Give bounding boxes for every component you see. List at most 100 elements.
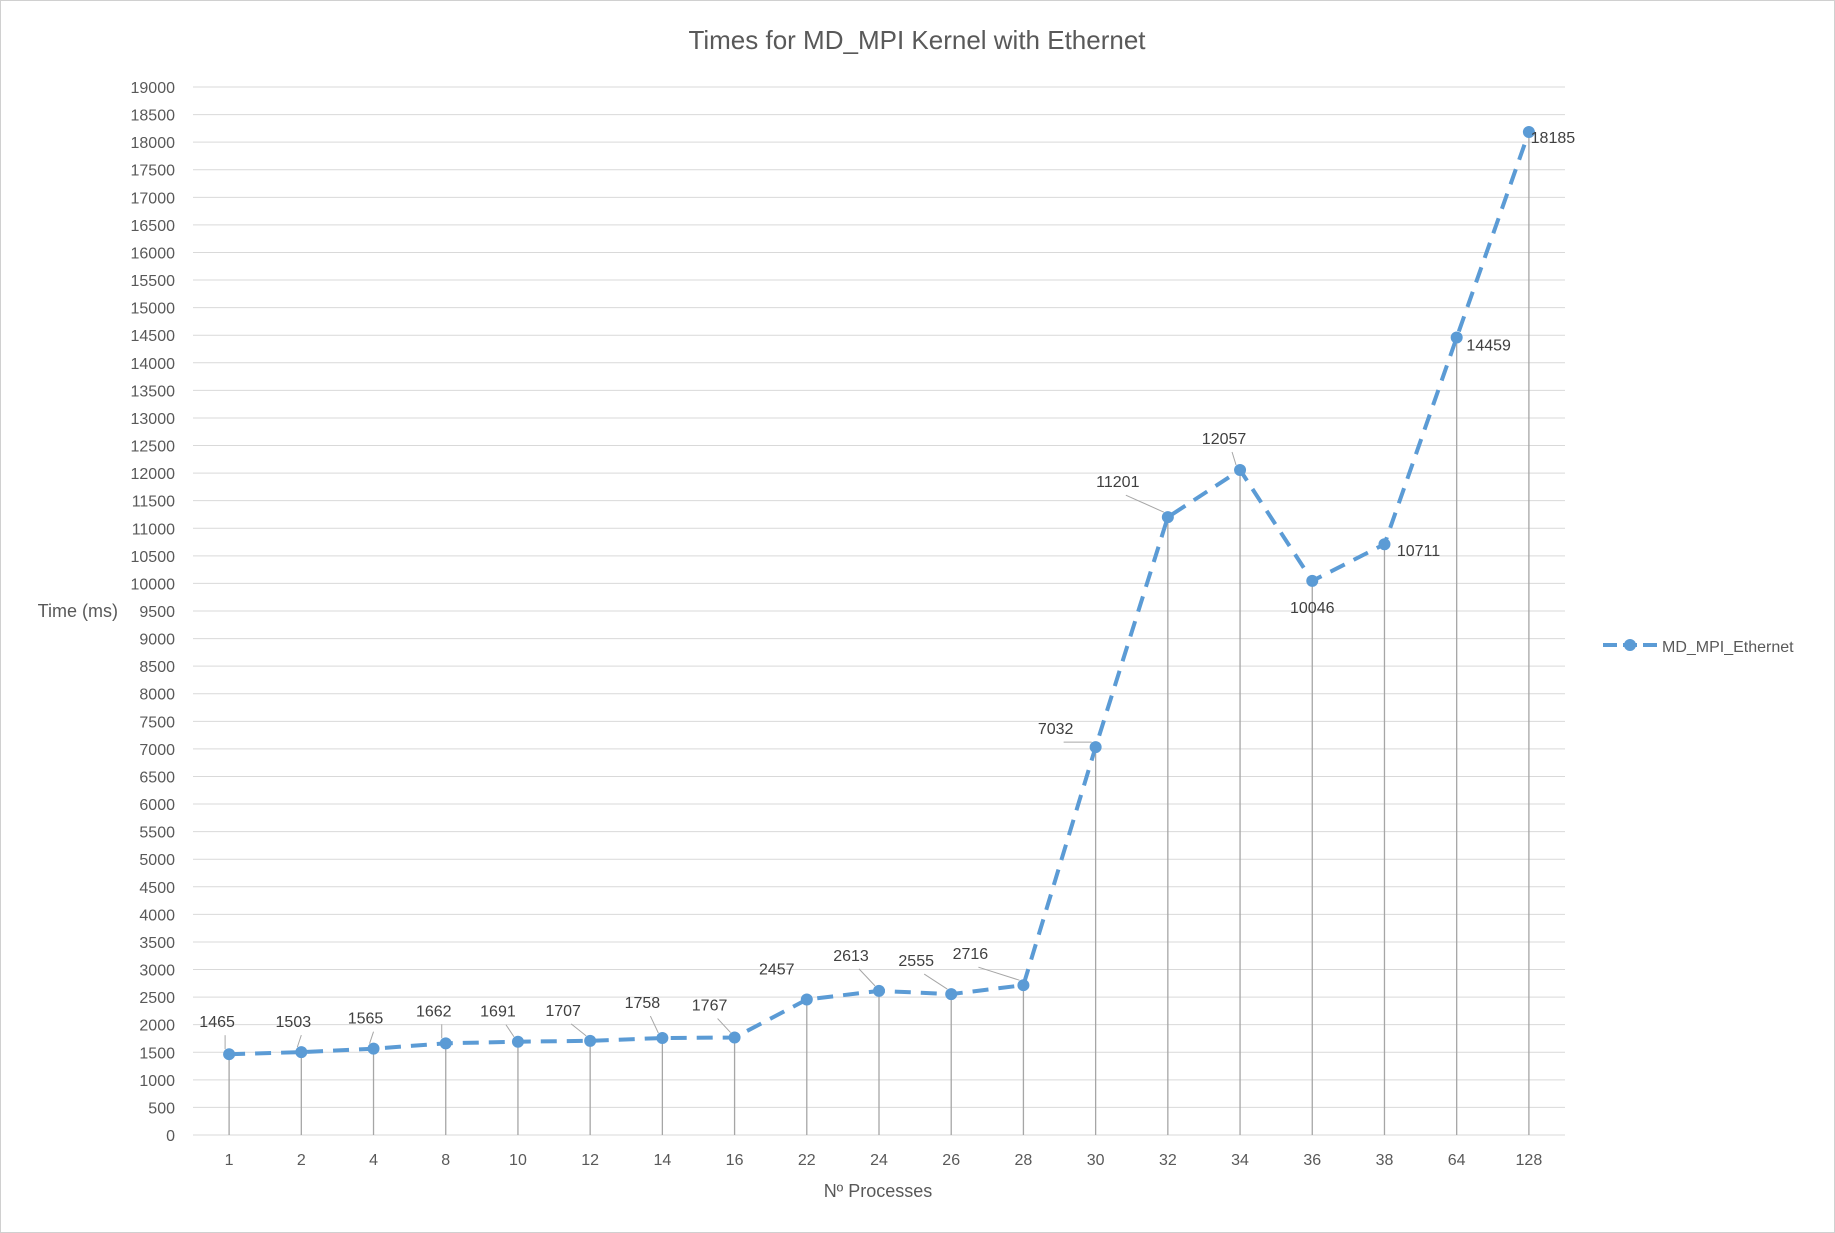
x-tick-label: 1 [225, 1152, 234, 1169]
y-tick-label: 5500 [139, 825, 175, 842]
y-tick-label: 3500 [139, 935, 175, 952]
y-tick-label: 7000 [139, 742, 175, 759]
data-point [584, 1034, 597, 1047]
label-leader [923, 973, 948, 990]
data-label: 2555 [898, 953, 934, 970]
data-label: 1503 [276, 1014, 312, 1031]
data-point [1378, 538, 1391, 551]
data-label: 1465 [199, 1014, 235, 1031]
label-leader [296, 1034, 302, 1048]
y-tick-label: 16500 [131, 218, 176, 235]
label-leader [1125, 494, 1165, 513]
x-tick-label: 38 [1376, 1152, 1394, 1169]
y-tick-label: 18500 [131, 108, 176, 125]
legend-swatch-marker [1624, 639, 1636, 651]
y-tick-label: 4000 [139, 907, 175, 924]
x-tick-label: 34 [1231, 1152, 1249, 1169]
data-point [1161, 511, 1174, 524]
data-label: 1691 [480, 1004, 516, 1021]
y-tick-label: 10000 [131, 576, 176, 593]
y-tick-label: 0 [166, 1128, 175, 1145]
data-point [873, 984, 885, 997]
x-tick-label: 8 [441, 1152, 450, 1169]
y-tick-label: 12000 [131, 466, 176, 483]
label-leader [717, 1018, 731, 1033]
y-tick-label: 18000 [131, 135, 176, 152]
series-line [229, 131, 1531, 1057]
data-point [656, 1032, 669, 1045]
y-tick-label: 11500 [132, 494, 175, 511]
data-point [295, 1046, 308, 1059]
y-tick-label: 19000 [131, 80, 176, 97]
x-tick-label: 28 [1015, 1152, 1033, 1169]
y-tick-label: 15500 [131, 273, 176, 290]
data-label: 10711 [1397, 543, 1440, 560]
data-label: 1565 [348, 1011, 384, 1028]
label-leader [570, 1023, 587, 1037]
data-label: 11201 [1096, 474, 1139, 491]
x-tick-label: 4 [369, 1152, 378, 1169]
drop-lines [228, 131, 1530, 1135]
data-label: 18185 [1531, 130, 1576, 147]
label-leader [649, 1015, 659, 1034]
y-tick-label: 9000 [139, 632, 175, 649]
chart-title: Times for MD_MPI Kernel with Ethernet [688, 25, 1146, 55]
x-axis-ticks: 1 2 4 8 10 12 14 16 22 24 26 28 30 32 34 36 38 64 128 [225, 1152, 1543, 1169]
y-tick-label: 4500 [139, 880, 175, 897]
y-tick-label: 17500 [131, 163, 176, 180]
data-point [223, 1048, 236, 1061]
x-tick-label: 16 [726, 1152, 744, 1169]
y-tick-label: 9500 [139, 604, 175, 621]
y-tick-label: 14500 [131, 328, 176, 345]
x-tick-label: 64 [1448, 1152, 1466, 1169]
label-leader [505, 1024, 515, 1038]
x-tick-label: 22 [798, 1152, 816, 1169]
x-tick-label: 2 [297, 1152, 306, 1169]
label-leader [369, 1031, 375, 1044]
x-tick-label: 12 [581, 1152, 599, 1169]
data-labels: 1465 1503 1565 1662 1691 1707 1758 1767 2457 2613… [199, 130, 1576, 1050]
x-tick-label: 32 [1159, 1152, 1177, 1169]
data-label: 2457 [759, 961, 795, 978]
data-point [1089, 741, 1102, 754]
x-tick-label: 128 [1516, 1152, 1543, 1169]
label-leader [1231, 451, 1237, 466]
data-label: 2716 [953, 946, 989, 963]
y-tick-label: 16000 [131, 245, 176, 262]
data-point [1450, 331, 1463, 344]
y-tick-label: 12500 [131, 439, 176, 456]
x-tick-label: 14 [653, 1152, 671, 1169]
y-tick-label: 500 [148, 1100, 175, 1117]
y-tick-label: 13000 [131, 411, 176, 428]
y-tick-label: 10500 [131, 549, 176, 566]
data-point [511, 1035, 524, 1048]
y-tick-label: 1500 [139, 1045, 175, 1062]
x-axis-title: Nº Processes [824, 1181, 933, 1201]
y-tick-label: 14000 [131, 356, 176, 373]
legend: MD_MPI_Ethernet [1603, 639, 1794, 656]
y-tick-label: 8000 [139, 687, 175, 704]
y-tick-label: 6000 [139, 797, 175, 814]
label-leader [858, 968, 876, 987]
gridlines [193, 86, 1565, 1136]
y-tick-label: 1000 [139, 1073, 175, 1090]
data-point [1017, 979, 1030, 992]
data-point [728, 1031, 741, 1044]
data-label: 1662 [416, 1003, 452, 1020]
y-tick-label: 7500 [139, 714, 175, 731]
data-label: 1707 [545, 1003, 581, 1020]
data-point [800, 993, 813, 1006]
data-label: 1767 [692, 998, 728, 1015]
x-tick-label: 10 [509, 1152, 527, 1169]
label-leader [978, 966, 1020, 981]
data-label: 7032 [1038, 721, 1074, 738]
y-axis-ticks: 0 500 1000 1500 2000 2500 3000 3500 4000 4500 5000… [131, 80, 176, 1145]
data-label: 12057 [1202, 431, 1247, 448]
x-tick-label: 36 [1303, 1152, 1321, 1169]
x-tick-label: 24 [870, 1152, 888, 1169]
data-point [1306, 574, 1319, 587]
y-tick-label: 11000 [132, 521, 175, 538]
data-label: 14459 [1466, 337, 1511, 354]
y-tick-label: 2000 [139, 1018, 175, 1035]
